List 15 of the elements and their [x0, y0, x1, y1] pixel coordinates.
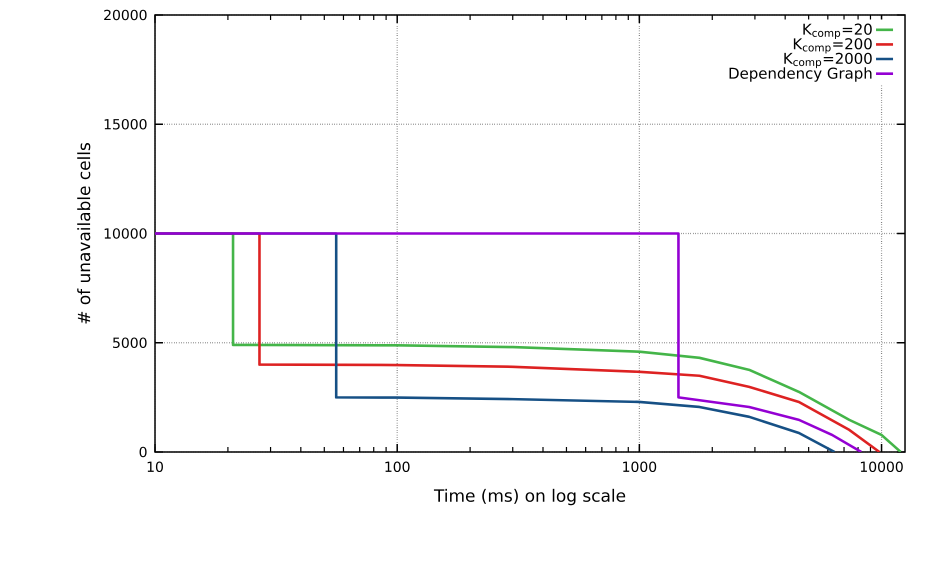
x-tick-label: 1000 [623, 461, 656, 472]
legend-label: K$_{comp}$=2000 [784, 52, 872, 68]
x-tick-label: 10000 [860, 461, 903, 472]
y-tick-label: 20000 [104, 10, 147, 20]
y-tick-label: 10000 [104, 228, 147, 239]
x-tick-label: 100 [385, 461, 410, 472]
x-tick-label: 10 [148, 461, 163, 472]
y-tick-label: 0 [140, 446, 147, 458]
legend-label: Dependency Graph [730, 67, 872, 82]
legend-label: K$_{comp}$=200 [794, 38, 872, 54]
y-axis-title: # of unavailable cells [77, 143, 90, 324]
y-tick-label: 5000 [113, 337, 147, 348]
y-tick-label: 15000 [104, 118, 147, 130]
x-axis-title: Time (ms) on log scale [434, 488, 626, 506]
legend-label: K$_{comp}$=20 [803, 24, 872, 39]
